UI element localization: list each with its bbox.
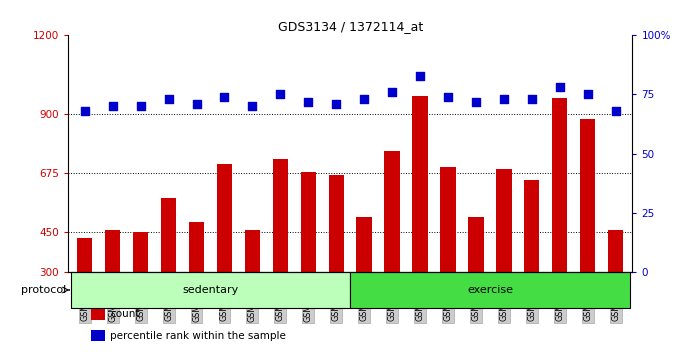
Text: count: count [110, 309, 140, 319]
Bar [350, 272, 630, 308]
Text: exercise: exercise [467, 285, 513, 295]
Point [415, 73, 426, 78]
Bar [189, 222, 204, 272]
Bar [608, 230, 624, 272]
Point [135, 103, 146, 109]
Bar [217, 164, 232, 272]
Point [498, 96, 509, 102]
Text: sedentary: sedentary [182, 285, 239, 295]
Bar [245, 230, 260, 272]
Bar [71, 272, 350, 308]
Point [610, 108, 621, 114]
Point [247, 103, 258, 109]
Bar [133, 232, 148, 272]
Bar [469, 217, 483, 272]
Bar [273, 159, 288, 272]
Bar [552, 98, 567, 272]
Point [303, 99, 313, 104]
Bar [441, 167, 456, 272]
Bar [524, 180, 539, 272]
Point [387, 89, 398, 95]
Title: GDS3134 / 1372114_at: GDS3134 / 1372114_at [277, 20, 423, 33]
Bar [328, 175, 344, 272]
Point [330, 101, 341, 107]
Point [219, 94, 230, 100]
Point [526, 96, 537, 102]
Bar [105, 230, 120, 272]
Point [471, 99, 481, 104]
Point [443, 94, 454, 100]
Bar [90, 309, 105, 320]
Text: percentile rank within the sample: percentile rank within the sample [110, 331, 286, 341]
Bar [161, 198, 176, 272]
Bar [384, 151, 400, 272]
Bar [412, 96, 428, 272]
Point [275, 92, 286, 97]
Bar [496, 169, 511, 272]
Point [163, 96, 174, 102]
Bar [90, 330, 105, 341]
Point [80, 108, 90, 114]
Point [359, 96, 370, 102]
Bar [301, 172, 316, 272]
Point [191, 101, 202, 107]
Point [554, 85, 565, 90]
Point [107, 103, 118, 109]
Bar [77, 238, 92, 272]
Point [582, 92, 593, 97]
Bar [580, 119, 596, 272]
Bar [356, 217, 372, 272]
Text: protocol: protocol [21, 285, 67, 295]
